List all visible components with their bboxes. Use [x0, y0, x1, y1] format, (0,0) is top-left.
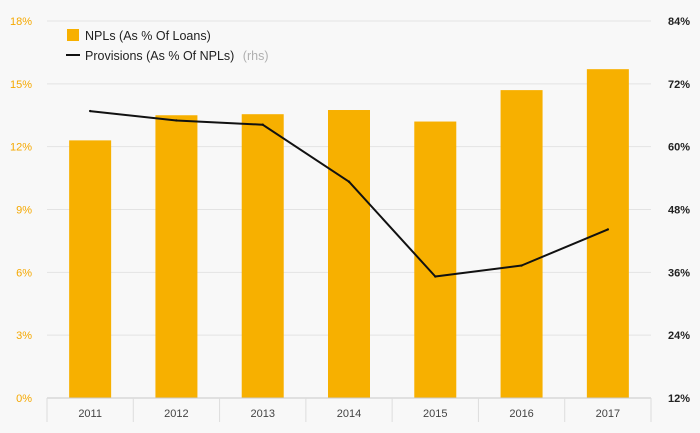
bar: [328, 110, 370, 398]
y-left-tick-label: 3%: [16, 330, 32, 342]
legend: NPLs (As % Of Loans) Provisions (As % Of…: [66, 29, 269, 64]
line-point: [88, 109, 92, 113]
y-left-tick-label: 18%: [10, 16, 32, 28]
y-right-tick-label: 48%: [668, 205, 690, 217]
y-right-tick-label: 24%: [668, 330, 690, 342]
y-right-tick-label: 36%: [668, 267, 690, 279]
x-tick-label: 2011: [78, 408, 102, 420]
y-right-tick-label: 12%: [668, 393, 690, 405]
x-tick-label: 2015: [423, 408, 447, 420]
y-right-tick-label: 72%: [668, 79, 690, 91]
bar: [500, 90, 543, 398]
legend-label-npls: NPLs (As % Of Loans): [85, 29, 211, 43]
line-point: [347, 180, 351, 183]
bar: [155, 115, 198, 398]
bar-series-npls: [69, 69, 629, 399]
line-point: [434, 275, 437, 278]
x-tick-label: 2016: [509, 408, 533, 420]
line-point: [261, 123, 264, 126]
bar: [241, 114, 284, 399]
y-left-tick-label: 6%: [16, 267, 32, 279]
y-left-tick-label: 15%: [10, 79, 32, 91]
y-left-tick-label: 0%: [16, 393, 32, 405]
line-point: [520, 264, 523, 267]
x-tick-label: 2013: [250, 408, 274, 420]
line-series-provisions: [88, 109, 610, 278]
y-left-tick-label: 12%: [10, 142, 32, 154]
y-right-tick-label: 60%: [668, 142, 690, 154]
legend-label-provisions-name: Provisions (As % Of NPLs): [85, 49, 234, 63]
x-tick-label: 2012: [164, 408, 188, 420]
y-right-tick-label: 84%: [668, 16, 690, 28]
x-tick-label: 2014: [337, 408, 361, 420]
legend-label-provisions-note: (rhs): [243, 49, 269, 63]
y-left-tick-label: 9%: [16, 205, 32, 217]
legend-label-provisions: Provisions (As % Of NPLs) (rhs): [85, 47, 269, 64]
axes: 0% 3% 6% 9% 12% 15% 18% 12% 24% 36% 48% 60% 72% 84% 20…: [10, 16, 690, 422]
line-point: [606, 228, 610, 231]
line-point: [175, 119, 178, 122]
x-tick-label: 2017: [596, 408, 620, 420]
bar: [69, 140, 112, 398]
bar: [586, 69, 629, 398]
legend-swatch-npls: [67, 29, 79, 41]
